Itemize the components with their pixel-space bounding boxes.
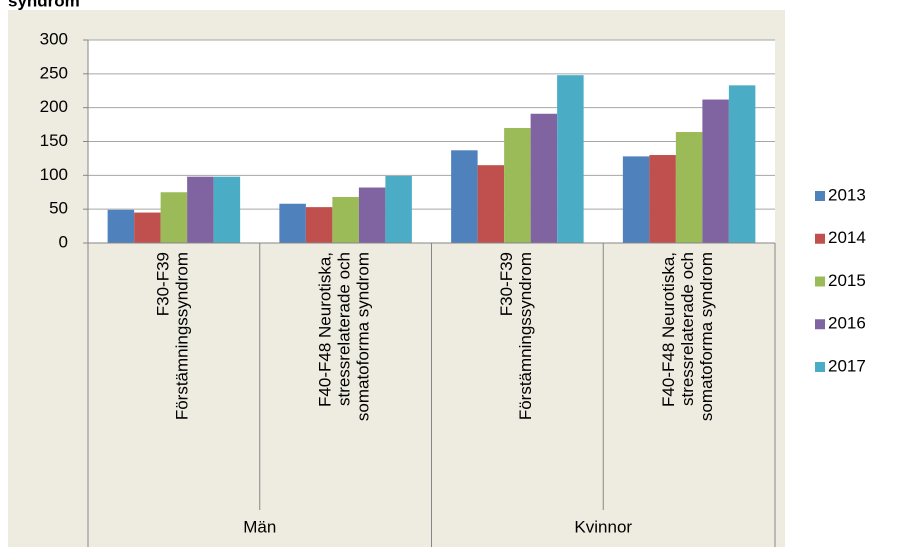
x-tick-label-line: F40-F48 Neurotiska,: [660, 252, 679, 407]
bar: [332, 196, 359, 243]
bar: [504, 127, 531, 243]
legend-label: 2016: [828, 314, 866, 333]
bar: [649, 155, 676, 243]
bar: [385, 176, 412, 243]
x-tick-label-line: F30-F39: [154, 252, 173, 316]
x-tick-label-line: F30-F39: [497, 252, 516, 316]
legend-label: 2014: [828, 228, 866, 247]
y-tick-label: 100: [40, 165, 68, 184]
legend-label: 2015: [828, 271, 866, 290]
x-tick-label: F30-F39Förstämningssyndrom: [154, 252, 192, 420]
bar: [622, 156, 650, 243]
y-tick-label: 50: [49, 199, 68, 218]
x-tick-label: F30-F39Förstämningssyndrom: [497, 252, 535, 420]
bar: [702, 99, 729, 244]
legend-swatch: [815, 362, 825, 372]
bar: [675, 132, 703, 243]
x-tick-label-line: Förstämningssyndrom: [173, 252, 192, 420]
bar: [213, 176, 241, 243]
x-tick-label-line: somatoforma syndrom: [698, 252, 717, 421]
legend-swatch: [815, 276, 825, 287]
bar: [279, 203, 306, 243]
x-tick-label: F40-F48 Neurotiska,stressrelaterade ochs…: [660, 252, 717, 421]
y-tick-label: 0: [59, 232, 68, 251]
x-tick-label-line: stressrelaterade och: [679, 252, 698, 406]
bar: [530, 113, 558, 243]
bar: [107, 209, 135, 243]
x-tick-label: F40-F48 Neurotiska,stressrelaterade ochs…: [316, 252, 373, 421]
x-tick-label-line: stressrelaterade och: [335, 252, 354, 406]
bar: [160, 192, 188, 243]
bar: [477, 165, 505, 243]
bar: [358, 187, 386, 243]
legend-swatch: [815, 319, 825, 330]
group-label: Män: [243, 517, 276, 536]
y-tick-label: 250: [40, 63, 68, 82]
chart-title: syndrom: [8, 0, 80, 10]
legend-label: 2013: [828, 185, 866, 204]
legend-swatch: [815, 233, 825, 244]
bar: [305, 207, 333, 243]
legend-swatch: [815, 191, 825, 201]
x-tick-label-line: Förstämningssyndrom: [516, 252, 535, 420]
y-tick-label: 150: [40, 131, 68, 150]
group-label: Kvinnor: [574, 517, 632, 536]
bar: [557, 75, 584, 243]
legend-label: 2017: [828, 356, 866, 375]
x-tick-label-line: F40-F48 Neurotiska,: [316, 252, 335, 407]
x-tick-label-line: somatoforma syndrom: [354, 252, 373, 421]
bar: [187, 176, 214, 243]
bar: [728, 85, 756, 243]
bar: [451, 150, 478, 243]
y-tick-label: 200: [40, 97, 68, 116]
bar: [134, 212, 161, 243]
y-tick-label: 300: [40, 29, 68, 48]
